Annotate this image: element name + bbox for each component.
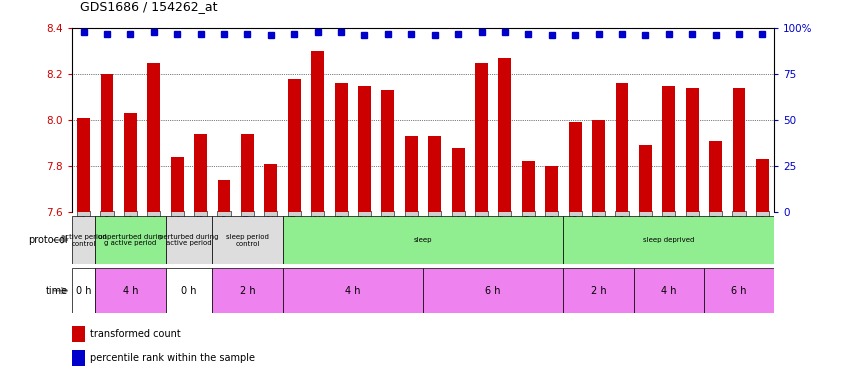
Bar xyxy=(522,161,535,212)
Text: 2 h: 2 h xyxy=(239,286,255,296)
Text: 2 h: 2 h xyxy=(591,286,607,296)
Bar xyxy=(546,166,558,212)
Text: time: time xyxy=(46,286,68,296)
Text: sleep deprived: sleep deprived xyxy=(643,237,695,243)
Text: perturbed during
active period: perturbed during active period xyxy=(159,234,218,246)
Bar xyxy=(423,268,563,313)
Bar xyxy=(592,120,605,212)
Text: 4 h: 4 h xyxy=(123,286,138,296)
Bar xyxy=(452,148,464,212)
Bar xyxy=(563,216,774,264)
Bar xyxy=(428,136,441,212)
Bar xyxy=(498,58,511,212)
Bar xyxy=(166,268,212,313)
Text: sleep period
control: sleep period control xyxy=(226,234,269,246)
Bar xyxy=(756,159,769,212)
Bar xyxy=(288,79,300,212)
Bar xyxy=(639,145,651,212)
Text: unperturbed durin
g active period: unperturbed durin g active period xyxy=(98,234,162,246)
Bar xyxy=(733,88,745,212)
Bar xyxy=(171,157,184,212)
Bar xyxy=(686,88,699,212)
Bar xyxy=(662,86,675,212)
Bar xyxy=(101,74,113,212)
Text: 4 h: 4 h xyxy=(345,286,360,296)
Bar xyxy=(382,90,394,212)
Bar xyxy=(475,63,488,212)
Text: 6 h: 6 h xyxy=(486,286,501,296)
Bar xyxy=(265,164,277,212)
Bar xyxy=(311,51,324,212)
Bar xyxy=(335,83,348,212)
Bar xyxy=(72,326,85,342)
Bar xyxy=(569,122,581,212)
Bar xyxy=(72,350,85,366)
Bar xyxy=(212,268,283,313)
Text: 6 h: 6 h xyxy=(731,286,747,296)
Bar xyxy=(72,268,96,313)
Bar xyxy=(72,216,96,264)
Bar xyxy=(195,134,207,212)
Text: 4 h: 4 h xyxy=(661,286,677,296)
Bar xyxy=(704,268,774,313)
Bar xyxy=(166,216,212,264)
Bar xyxy=(96,216,166,264)
Text: transformed count: transformed count xyxy=(91,329,181,339)
Text: sleep: sleep xyxy=(414,237,432,243)
Bar xyxy=(358,86,371,212)
Bar xyxy=(212,216,283,264)
Bar xyxy=(77,118,90,212)
Text: GDS1686 / 154262_at: GDS1686 / 154262_at xyxy=(80,0,218,13)
Bar xyxy=(96,268,166,313)
Bar xyxy=(283,216,563,264)
Bar xyxy=(616,83,629,212)
Bar xyxy=(217,180,230,212)
Text: active period
control: active period control xyxy=(61,234,107,246)
Text: protocol: protocol xyxy=(28,235,68,245)
Bar xyxy=(283,268,423,313)
Text: percentile rank within the sample: percentile rank within the sample xyxy=(91,353,255,363)
Bar xyxy=(405,136,418,212)
Bar xyxy=(634,268,704,313)
Text: 0 h: 0 h xyxy=(181,286,196,296)
Bar xyxy=(563,268,634,313)
Bar xyxy=(147,63,160,212)
Text: 0 h: 0 h xyxy=(76,286,91,296)
Bar xyxy=(709,141,722,212)
Bar xyxy=(241,134,254,212)
Bar xyxy=(124,113,137,212)
